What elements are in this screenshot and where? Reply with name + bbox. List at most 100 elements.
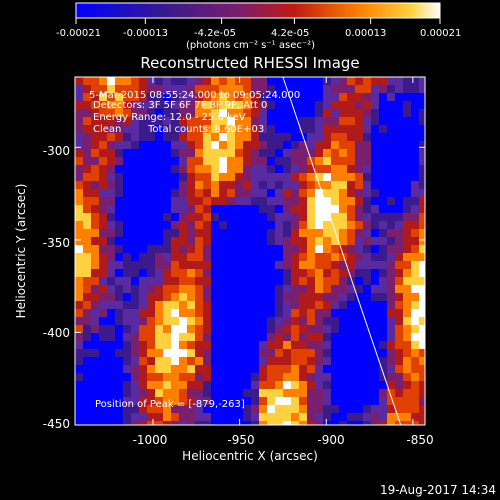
heatmap-cell — [299, 109, 308, 118]
heatmap-cell — [355, 221, 364, 230]
heatmap-cell — [235, 245, 244, 254]
heatmap-cell — [331, 85, 340, 94]
heatmap-cell — [275, 253, 284, 262]
heatmap-cell — [203, 293, 212, 302]
colorbar-tick-label: 4.2e-05 — [271, 28, 309, 39]
heatmap-cell — [323, 341, 332, 350]
heatmap-cell — [291, 93, 300, 102]
heatmap-cell — [299, 77, 308, 86]
heatmap-cell — [259, 269, 268, 278]
heatmap-cell — [371, 389, 380, 398]
heatmap-cell — [131, 253, 140, 262]
heatmap-cell — [403, 141, 412, 150]
heatmap-cell — [147, 181, 156, 190]
heatmap-cell — [75, 205, 84, 214]
heatmap-cell — [331, 149, 340, 158]
heatmap-cell — [411, 301, 420, 310]
heatmap-cell — [403, 157, 412, 166]
heatmap-cell — [179, 245, 188, 254]
heatmap-cell — [283, 133, 292, 142]
heatmap-cell — [83, 341, 92, 350]
heatmap-cell — [83, 85, 92, 94]
heatmap-cell — [251, 333, 260, 342]
heatmap-cell — [379, 237, 388, 246]
heatmap-cell — [323, 365, 332, 374]
heatmap-cell — [299, 101, 308, 110]
colorbar-tick-label: 0.00013 — [345, 28, 386, 39]
heatmap-cell — [195, 101, 204, 110]
colorbar: -0.00021 -0.00013 -4.2e-05 4.2e-05 0.000… — [56, 2, 461, 51]
heatmap-cell — [371, 189, 380, 198]
heatmap-cell — [331, 341, 340, 350]
heatmap-cell — [99, 93, 108, 102]
heatmap-cell — [315, 157, 324, 166]
colorbar-unit-label: (photons cm⁻² s⁻¹ asec⁻²) — [186, 40, 315, 51]
heatmap-cell — [139, 397, 148, 406]
heatmap-cell — [243, 309, 252, 318]
heatmap-cell — [75, 277, 84, 286]
heatmap-cell — [123, 325, 132, 334]
heatmap-cell — [187, 205, 196, 214]
heatmap-cell — [99, 397, 108, 406]
heatmap-cell — [179, 269, 188, 278]
heatmap-cell — [91, 149, 100, 158]
heatmap-cell — [411, 365, 420, 374]
heatmap-cell — [139, 341, 148, 350]
heatmap-cell — [307, 197, 316, 206]
heatmap-cell — [163, 277, 172, 286]
heatmap-cell — [403, 213, 412, 222]
heatmap-cell — [99, 365, 108, 374]
heatmap-cell — [395, 389, 404, 398]
heatmap-cell — [99, 213, 108, 222]
heatmap-cell — [307, 325, 316, 334]
heatmap-cell — [83, 413, 92, 422]
heatmap-cell — [195, 389, 204, 398]
heatmap-cell — [339, 125, 348, 134]
heatmap-cell — [411, 125, 420, 134]
heatmap-cell — [107, 189, 116, 198]
heatmap-cell — [419, 93, 425, 102]
heatmap-cell — [195, 317, 204, 326]
heatmap-cell — [251, 269, 260, 278]
heatmap-cell — [203, 261, 212, 270]
heatmap-cell — [115, 365, 124, 374]
heatmap-cell — [131, 301, 140, 310]
heatmap-cell — [299, 165, 308, 174]
heatmap-cell — [123, 197, 132, 206]
heatmap-cell — [323, 229, 332, 238]
heatmap-cell — [235, 141, 244, 150]
heatmap-cell — [251, 149, 260, 158]
heatmap-cell — [339, 213, 348, 222]
heatmap-cell — [155, 157, 164, 166]
heatmap-cell — [171, 85, 180, 94]
heatmap-cell — [339, 189, 348, 198]
heatmap-cell — [171, 149, 180, 158]
heatmap-cell — [355, 109, 364, 118]
heatmap-cell — [115, 141, 124, 150]
heatmap-cell — [203, 149, 212, 158]
heatmap-cell — [179, 181, 188, 190]
heatmap-cell — [235, 213, 244, 222]
heatmap-cell — [251, 189, 260, 198]
heatmap-cell — [267, 85, 276, 94]
heatmap-cell — [251, 77, 260, 86]
heatmap-cell — [363, 141, 372, 150]
heatmap-cell — [395, 133, 404, 142]
heatmap-cell — [115, 381, 124, 390]
heatmap-cell — [155, 285, 164, 294]
heatmap-cell — [363, 357, 372, 366]
heatmap-cell — [203, 189, 212, 198]
heatmap-cell — [363, 309, 372, 318]
heatmap-cell — [139, 237, 148, 246]
heatmap-cell — [123, 189, 132, 198]
heatmap-cell — [411, 373, 420, 382]
heatmap-cell — [355, 205, 364, 214]
heatmap-cell — [131, 229, 140, 238]
heatmap-cell — [155, 365, 164, 374]
heatmap-cell — [83, 133, 92, 142]
heatmap-cell — [275, 213, 284, 222]
heatmap-cell — [339, 325, 348, 334]
heatmap-cell — [307, 373, 316, 382]
heatmap-cell — [419, 261, 425, 270]
heatmap-cell — [123, 157, 132, 166]
